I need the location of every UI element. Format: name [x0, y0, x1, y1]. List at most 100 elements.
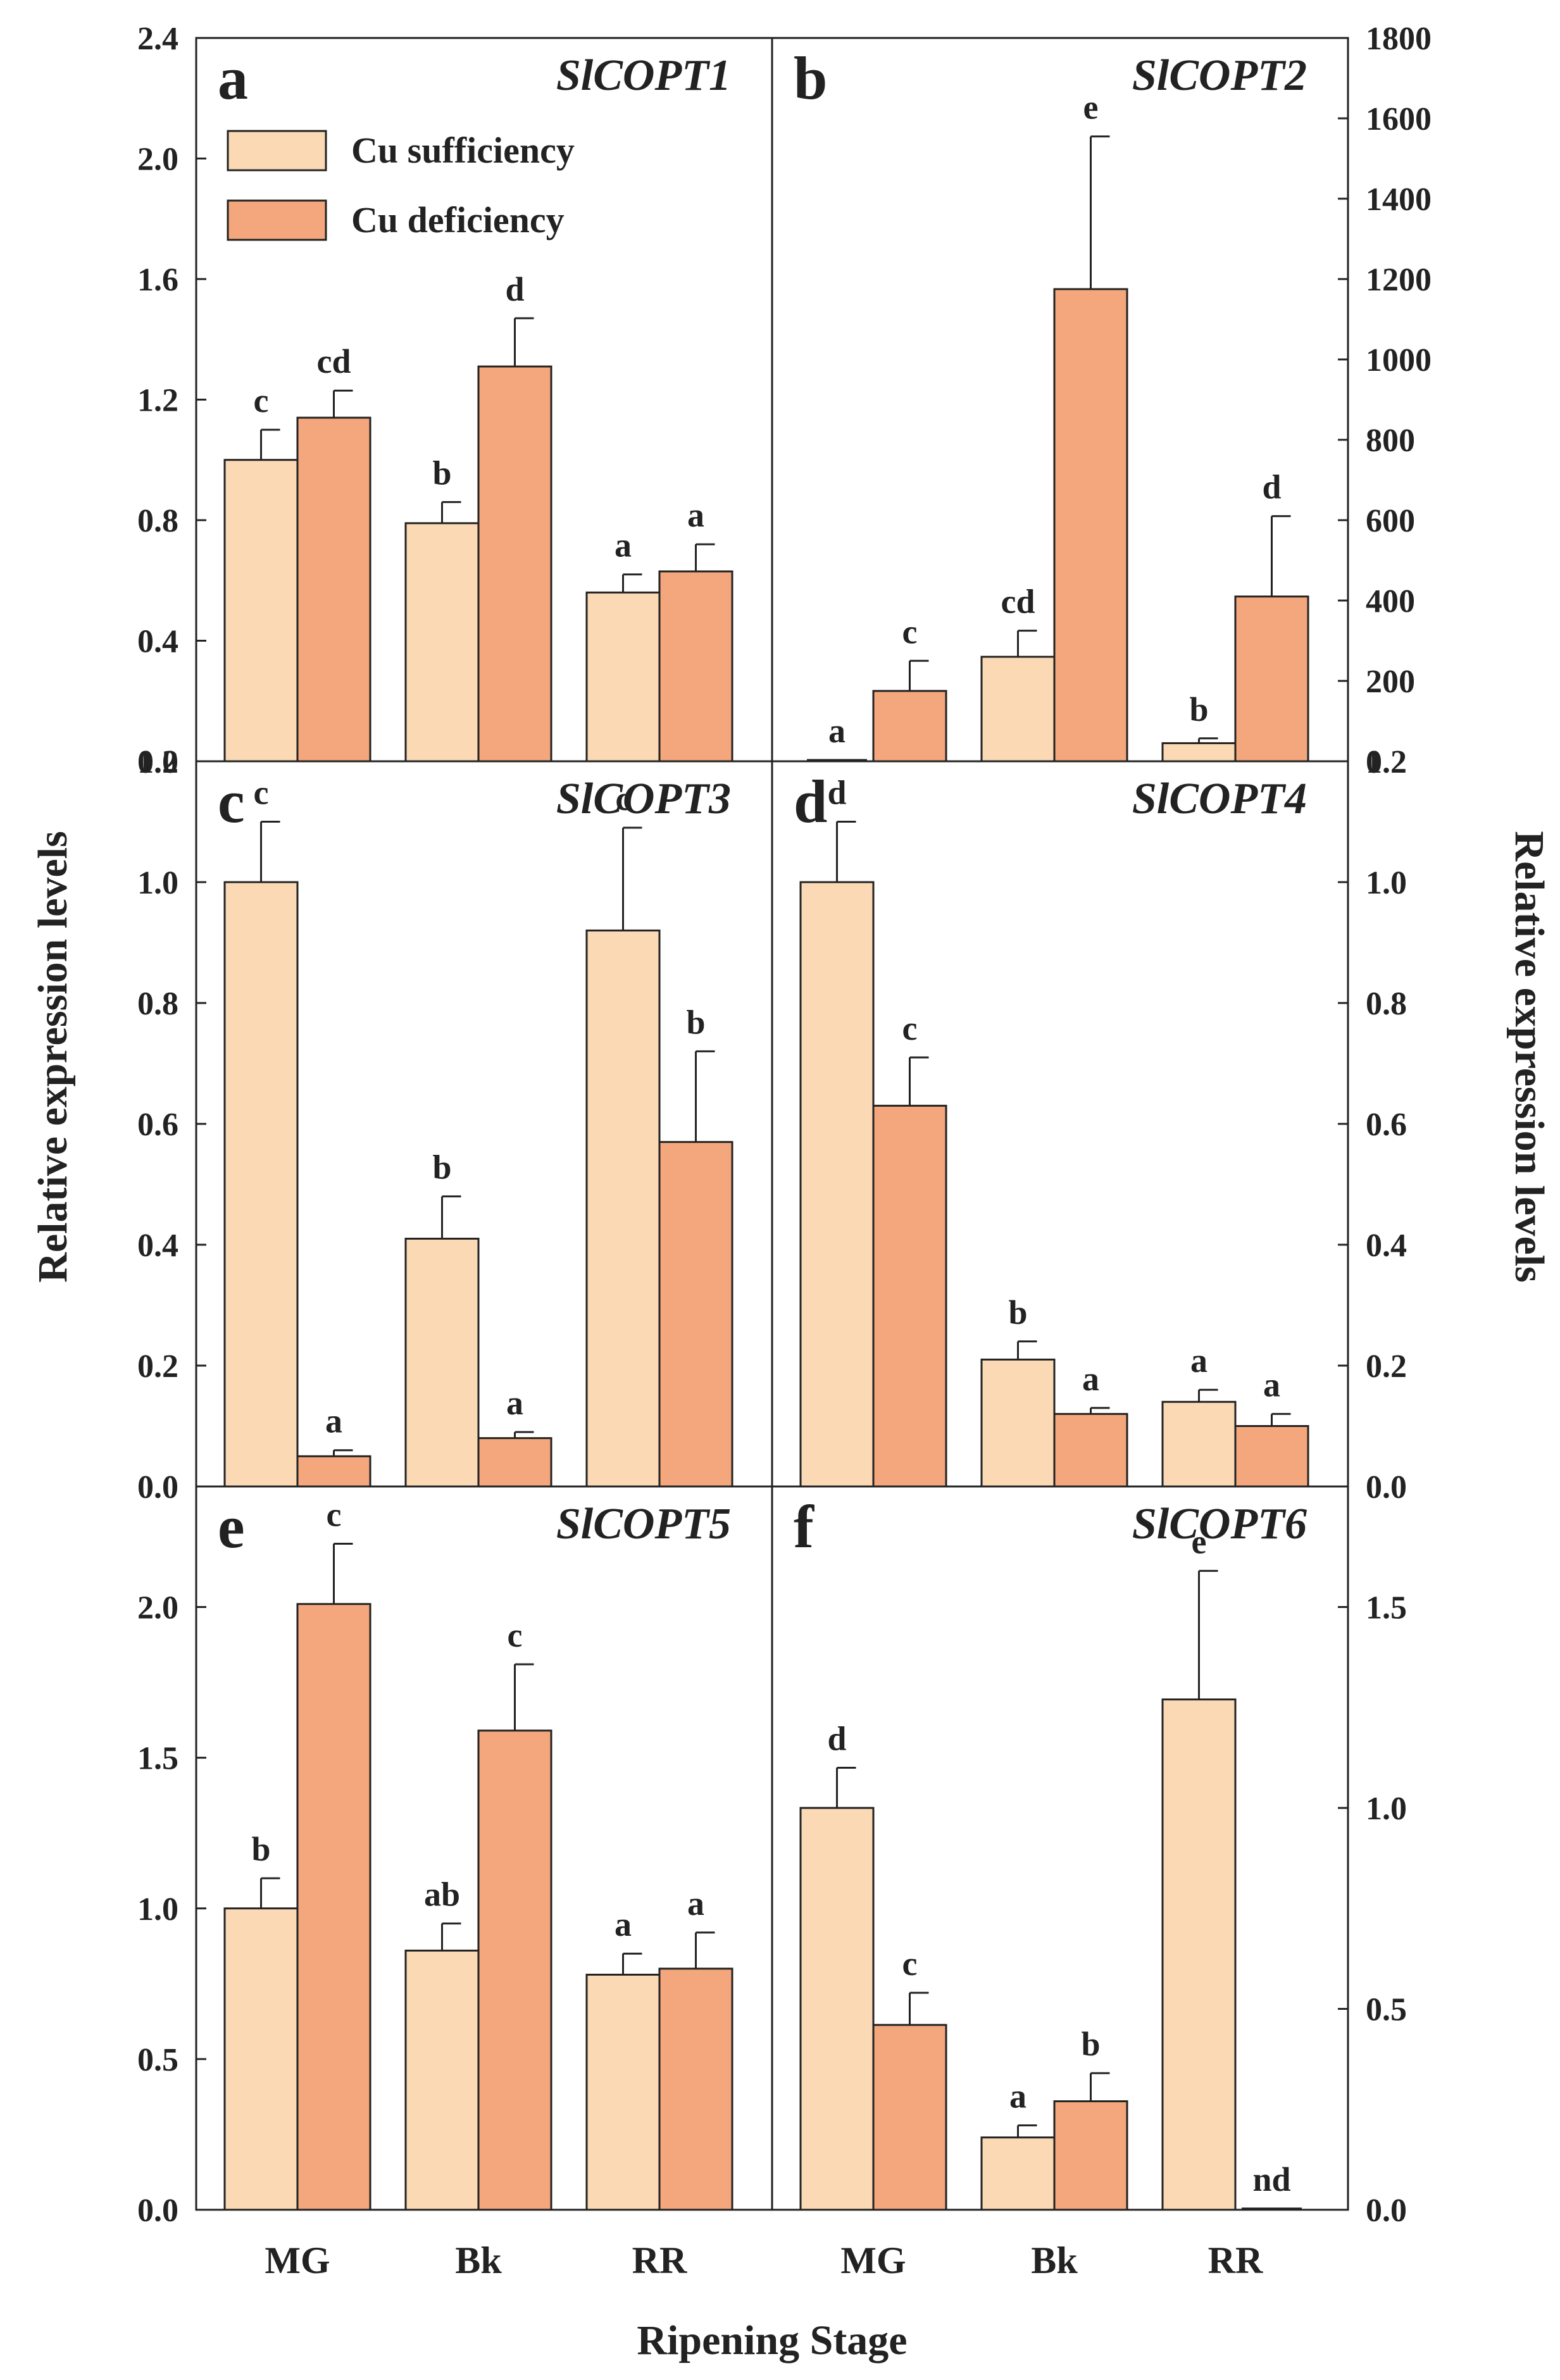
y-tick-label: 1.0: [137, 1891, 178, 1928]
x-tick-label: MG: [265, 2240, 330, 2281]
bar: [223, 459, 299, 763]
y-tick-label: 1.2: [137, 744, 178, 780]
bar: [1234, 595, 1309, 763]
significance-label: b: [432, 1149, 451, 1187]
significance-label: a: [687, 1885, 704, 1922]
y-tick-label: 0.0: [137, 2193, 178, 2229]
gene-title: SlCOPT1: [556, 51, 731, 100]
y-tick-label: 0.2: [1366, 1349, 1407, 1385]
significance-label: c: [254, 774, 269, 812]
panel-label: d: [794, 768, 827, 835]
bar: [585, 929, 661, 1488]
bar: [477, 1729, 552, 2211]
bar: [296, 1455, 371, 1488]
bar: [477, 365, 552, 763]
significance-label: d: [1262, 468, 1281, 506]
gene-title: SlCOPT6: [1132, 1500, 1307, 1548]
significance-label: a: [1082, 1360, 1099, 1398]
bar: [1161, 742, 1237, 763]
gene-title: SlCOPT2: [1132, 51, 1307, 100]
panel-label: f: [794, 1493, 814, 1561]
bar: [1234, 1425, 1309, 1488]
panel-f: d c a b e nd 0.0 0.5 1.0 1.5 f SlCOPT6 MG Bk RR: [771, 1485, 1407, 2281]
significance-label: nd: [1252, 2160, 1290, 2198]
y-tick-label: 0.5: [137, 2042, 178, 2078]
y-tick-label: 0.2: [137, 1349, 178, 1385]
y-tick-label: 800: [1366, 423, 1415, 459]
panel-label: a: [218, 44, 248, 112]
significance-label: b: [432, 454, 451, 492]
y-tick-label: 0.0: [1366, 1469, 1407, 1505]
y-tick-label: 1.2: [1366, 744, 1407, 780]
x-tick-label: MG: [840, 2240, 906, 2281]
y-tick-label: 0.4: [137, 624, 178, 660]
y-tick-label: 2.4: [137, 21, 178, 57]
y-tick-label: 1.0: [137, 865, 178, 901]
y-tick-label: 0.0: [137, 744, 178, 780]
significance-label: d: [827, 1720, 846, 1758]
y-tick-label: 0.8: [137, 503, 178, 539]
significance-label: b: [1081, 2025, 1100, 2063]
panel-d: d c b a a a 0.0 0.2 0.4 0.6 0.8 1.0 1.2 d SlCOPT4: [771, 744, 1407, 1505]
bar: [658, 1141, 733, 1488]
y-tick-label: 0.0: [137, 1469, 178, 1505]
y-tick-label: 1000: [1366, 342, 1432, 378]
bar: [1053, 2100, 1128, 2211]
panel-a: c cd b d a a 0.0 0.4 0.8 1.2 1.6 2.0 2.4 a SlCOPT1: [137, 21, 773, 780]
panel-e: b c ab c a a 0.0 0.5 1.0 1.5 2.0 e SlCOPT5 MG Bk RR: [137, 1485, 773, 2281]
bar: [658, 570, 733, 763]
y-tick-label: 1600: [1366, 101, 1432, 137]
x-tick-label: Bk: [455, 2240, 502, 2281]
gene-title: SlCOPT3: [556, 775, 731, 823]
bar: [404, 522, 480, 763]
y-tick-label: 1200: [1366, 262, 1432, 298]
y-tick-label: 1.6: [137, 262, 178, 298]
significance-label: ab: [424, 1876, 460, 1914]
y-tick-label: 0: [1366, 744, 1382, 780]
bar: [980, 656, 1056, 763]
panel-label: c: [218, 768, 245, 835]
significance-label: a: [506, 1384, 523, 1422]
y-tick-label: 0.5: [1366, 1992, 1407, 2028]
bar: [477, 1437, 552, 1488]
bar: [872, 690, 947, 763]
bar: [585, 1974, 661, 2211]
panel-label: b: [794, 44, 827, 112]
significance-label: a: [615, 1905, 632, 1943]
significance-label: b: [251, 1830, 270, 1868]
y-tick-label: 1.0: [1366, 865, 1407, 901]
significance-label: d: [827, 774, 846, 812]
significance-label: a: [1263, 1366, 1280, 1404]
y-tick-label: 2.0: [137, 1590, 178, 1626]
bar: [1161, 1698, 1237, 2211]
x-tick-label: RR: [632, 2240, 687, 2281]
y-tick-label: 0.6: [1366, 1107, 1407, 1143]
bar: [799, 1807, 875, 2211]
y-tick-label: 1400: [1366, 182, 1432, 218]
significance-label: b: [1189, 690, 1208, 728]
bar: [1161, 1400, 1237, 1488]
y-tick-label: 1.2: [137, 383, 178, 419]
y-tick-label: 400: [1366, 583, 1415, 620]
y-tick-label: 0.8: [1366, 986, 1407, 1022]
significance-label: e: [1083, 89, 1099, 127]
bar: [658, 1967, 733, 2211]
legend-swatch-deficiency: [227, 199, 327, 241]
y-tick-label: 1.0: [1366, 1791, 1407, 1827]
significance-label: c: [902, 613, 918, 651]
y-tick-label: 0.4: [1366, 1228, 1407, 1264]
y-tick-label: 0.0: [1366, 2193, 1407, 2229]
bar: [872, 2024, 947, 2211]
significance-label: b: [686, 1003, 705, 1041]
y-axis-label-left: Relative expression levels: [30, 831, 76, 1283]
y-tick-label: 1800: [1366, 21, 1432, 57]
x-axis-label: Ripening Stage: [637, 2317, 907, 2364]
bar: [404, 1949, 480, 2211]
y-tick-label: 0.4: [137, 1228, 178, 1264]
significance-label: c: [254, 382, 269, 420]
legend-label-deficiency: Cu deficiency: [351, 199, 565, 240]
legend-label-sufficiency: Cu sufficiency: [351, 130, 575, 171]
significance-label: c: [327, 1495, 342, 1533]
significance-label: b: [1008, 1293, 1027, 1331]
